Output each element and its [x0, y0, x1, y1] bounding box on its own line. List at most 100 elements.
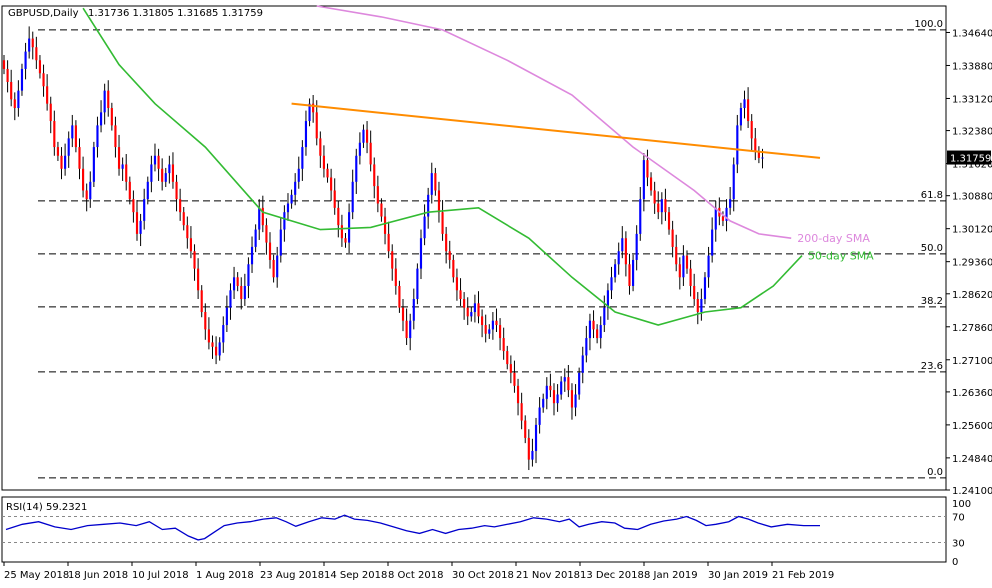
candle-body — [750, 121, 753, 139]
candle-body — [667, 212, 671, 230]
candle-body — [477, 303, 480, 317]
candle-body — [470, 312, 473, 317]
candle-body — [714, 207, 717, 230]
rsi-tick-label: 100 — [952, 499, 971, 510]
x-tick-label: 14 Sep 2018 — [324, 570, 387, 581]
candle-body — [394, 268, 397, 286]
candle-body — [340, 225, 343, 239]
candle-body — [132, 199, 135, 213]
candle-body — [502, 338, 505, 352]
x-tick-label: 10 Jul 2018 — [132, 570, 189, 581]
y-tick-label: 1.27860 — [952, 323, 992, 334]
y-tick-label: 1.25600 — [952, 421, 992, 432]
candle-body — [563, 377, 566, 382]
candle-body — [60, 155, 63, 169]
sma-200-label: 200-day SMA — [797, 232, 870, 245]
candle-body — [725, 207, 728, 221]
candle-body — [322, 155, 326, 169]
x-tick-label: 30 Jan 2019 — [708, 570, 768, 581]
candle-body — [56, 147, 59, 156]
candle-body — [707, 255, 710, 278]
x-tick-label: 1 Aug 2018 — [196, 570, 254, 581]
candle-body — [337, 207, 340, 226]
candle-body — [117, 147, 121, 169]
candle-body — [218, 342, 221, 356]
candle-body — [330, 177, 333, 191]
candle-body — [175, 181, 178, 200]
candle-body — [531, 450, 534, 460]
candle-body — [200, 290, 203, 313]
candle-body — [143, 199, 146, 221]
candle-body — [452, 259, 455, 278]
candle-body — [653, 190, 656, 204]
candle-body — [430, 173, 433, 195]
candle-body — [20, 68, 24, 91]
candle-body — [222, 325, 225, 343]
candle-body — [207, 329, 210, 343]
candle-body — [757, 151, 760, 158]
candle-body — [365, 129, 369, 143]
candle-body — [146, 181, 149, 200]
last-price-badge — [947, 150, 991, 165]
candle-body — [304, 121, 308, 148]
candle-body — [64, 155, 67, 169]
candle-body — [240, 285, 243, 300]
candle-body — [89, 181, 92, 200]
candle-body — [682, 255, 685, 278]
candle-body — [387, 233, 390, 252]
candle-body — [243, 285, 246, 300]
candle-body — [405, 320, 408, 339]
candle-body — [254, 229, 257, 247]
candle-body — [660, 199, 663, 213]
candle-body — [6, 68, 9, 82]
candle-body — [17, 90, 20, 109]
candle-body — [315, 112, 318, 139]
candle-body — [419, 238, 423, 269]
candle-body — [711, 229, 714, 256]
y-tick-label: 1.27100 — [952, 356, 992, 367]
candle-body — [624, 238, 627, 265]
fib-level-label: 23.6 — [921, 361, 943, 372]
candle-body — [596, 329, 599, 339]
y-tick-label: 1.34640 — [952, 28, 992, 39]
candle-body — [128, 181, 131, 200]
candle-body — [276, 255, 279, 278]
candle-body — [171, 164, 175, 182]
candle-body — [570, 390, 574, 408]
candle-body — [53, 121, 56, 148]
candle-body — [657, 203, 660, 213]
candle-body — [121, 164, 124, 169]
y-tick-label: 1.30120 — [952, 225, 992, 236]
candle-body — [35, 47, 38, 61]
candle-body — [639, 199, 642, 234]
candle-body — [297, 168, 300, 182]
candle-body — [721, 216, 725, 221]
candle-body — [351, 181, 354, 213]
candle-body — [301, 147, 304, 169]
rsi-tick-label: 0 — [952, 557, 958, 568]
candle-body — [78, 147, 81, 169]
candle-body — [466, 307, 469, 317]
candle-body — [538, 407, 541, 425]
candle-body — [498, 325, 502, 339]
rsi-tick-label: 70 — [952, 513, 965, 524]
y-tick-label: 1.24100 — [952, 486, 992, 497]
candle-body — [506, 351, 509, 365]
candle-body — [308, 103, 311, 122]
candle-body — [747, 99, 750, 122]
candle-body — [437, 190, 441, 213]
candle-body — [743, 99, 746, 109]
candle-body — [473, 303, 476, 313]
candle-body — [635, 233, 638, 260]
candle-body — [685, 255, 689, 269]
rsi-label: RSI(14) 59.2321 — [6, 502, 87, 513]
candle-body — [588, 320, 592, 339]
candle-body — [236, 277, 239, 286]
candle-body — [31, 38, 34, 48]
candle-body — [215, 346, 218, 356]
candle-body — [179, 199, 182, 213]
candle-body — [283, 212, 286, 230]
candle-body — [229, 290, 232, 308]
sma-50-line — [82, 7, 803, 326]
candle-body — [358, 142, 361, 156]
